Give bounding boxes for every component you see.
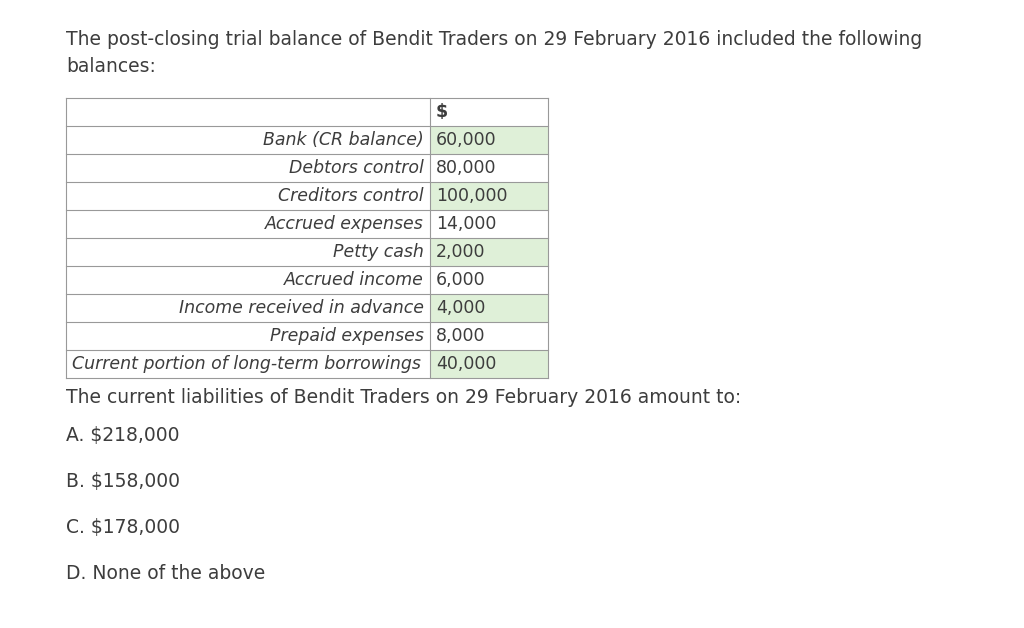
Bar (66, 238, 430, 266)
Text: Creditors control: Creditors control (279, 187, 424, 205)
Bar (66, 266, 430, 294)
Bar (430, 154, 548, 182)
Text: Petty cash: Petty cash (333, 243, 424, 261)
Bar (430, 126, 548, 154)
Bar (430, 350, 548, 378)
Bar (430, 266, 548, 294)
Text: 2,000: 2,000 (436, 243, 485, 261)
Text: A. $218,000: A. $218,000 (66, 426, 179, 445)
Bar (430, 322, 548, 350)
Text: 8,000: 8,000 (436, 327, 485, 345)
Bar (430, 294, 548, 322)
Text: Accrued income: Accrued income (284, 271, 424, 289)
Text: The post-closing trial balance of Bendit Traders on 29 February 2016 included th: The post-closing trial balance of Bendit… (66, 30, 923, 75)
Text: Debtors control: Debtors control (289, 159, 424, 177)
Text: C. $178,000: C. $178,000 (66, 518, 180, 537)
Bar (66, 210, 430, 238)
Bar (430, 98, 548, 126)
Text: Bank (CR balance): Bank (CR balance) (263, 131, 424, 149)
Bar (430, 210, 548, 238)
Text: 6,000: 6,000 (436, 271, 485, 289)
Text: $: $ (436, 103, 449, 121)
Text: B. $158,000: B. $158,000 (66, 472, 180, 491)
Bar (66, 322, 430, 350)
Text: D. None of the above: D. None of the above (66, 564, 265, 583)
Bar (430, 182, 548, 210)
Text: 60,000: 60,000 (436, 131, 497, 149)
Bar (66, 98, 430, 126)
Bar (66, 350, 430, 378)
Text: The current liabilities of Bendit Traders on 29 February 2016 amount to:: The current liabilities of Bendit Trader… (66, 388, 741, 407)
Text: 14,000: 14,000 (436, 215, 497, 233)
Text: 40,000: 40,000 (436, 355, 497, 373)
Text: Prepaid expenses: Prepaid expenses (270, 327, 424, 345)
Bar (66, 154, 430, 182)
Text: Current portion of long-term borrowings: Current portion of long-term borrowings (72, 355, 421, 373)
Text: Accrued expenses: Accrued expenses (265, 215, 424, 233)
Bar (66, 126, 430, 154)
Text: 4,000: 4,000 (436, 299, 485, 317)
Text: Income received in advance: Income received in advance (179, 299, 424, 317)
Bar (66, 182, 430, 210)
Bar (66, 294, 430, 322)
Text: 80,000: 80,000 (436, 159, 497, 177)
Bar (430, 238, 548, 266)
Text: 100,000: 100,000 (436, 187, 508, 205)
